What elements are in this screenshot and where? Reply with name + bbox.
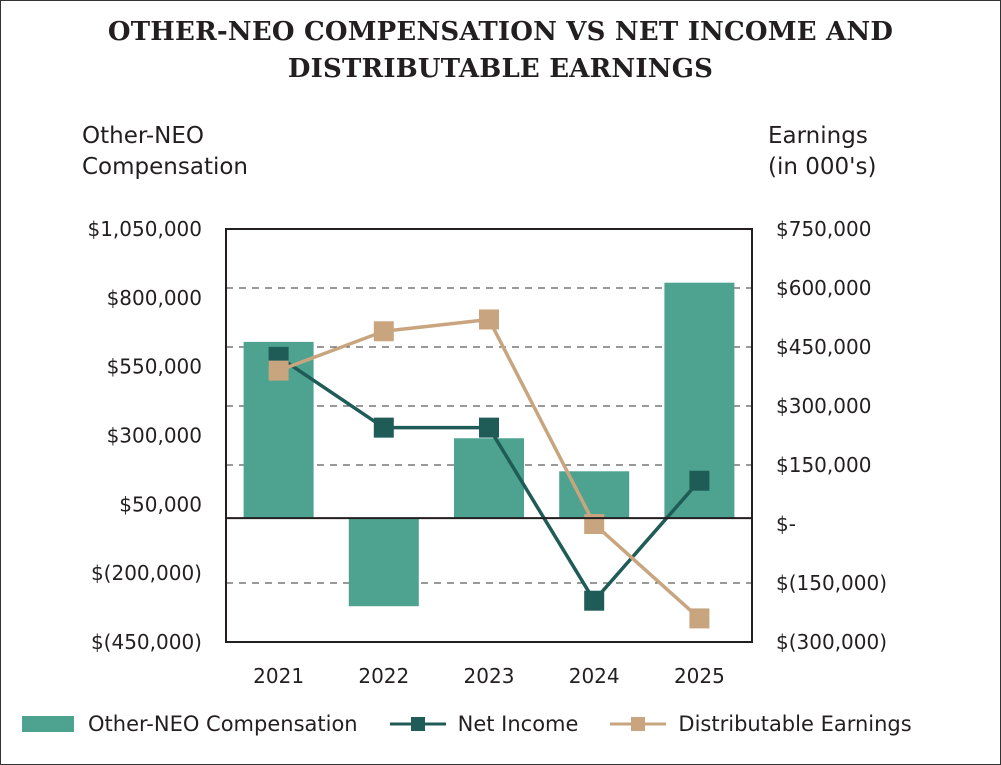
right-tick-label-5: $-: [776, 512, 796, 536]
chart-title-line-1: OTHER-NEO COMPENSATION VS NET INCOME AND: [107, 17, 894, 47]
point-net-income-2023: [479, 417, 499, 438]
plot-border: [225, 228, 753, 643]
legend-swatch-net-income: [389, 717, 446, 731]
right-axis-title: Earnings (in 000's): [768, 121, 876, 183]
right-tick-label-0: $750,000: [776, 217, 871, 241]
point-distributable-earnings-2021: [268, 360, 289, 381]
bar-compensation-2023: [454, 438, 524, 519]
legend-label-net-income: Net Income: [457, 712, 579, 736]
x-tick-label-2022: 2022: [358, 664, 409, 688]
left-tick-label-3: $300,000: [107, 424, 202, 448]
point-distributable-earnings-2025: [689, 608, 710, 629]
bar-series: [243, 282, 735, 607]
left-tick-label-1: $800,000: [107, 286, 202, 310]
left-axis-title-line-1: Other-NEO: [82, 123, 204, 149]
left-tick-label-2: $550,000: [107, 355, 202, 379]
right-axis-title-line-1: Earnings: [768, 123, 868, 149]
point-net-income-2022: [373, 417, 394, 438]
right-axis-title-line-2: (in 000's): [768, 154, 877, 180]
bar-compensation-2022: [348, 518, 419, 607]
right-tick-label-4: $150,000: [776, 453, 871, 477]
right-tick-label-6: $(150,000): [776, 571, 887, 595]
x-tick-label-2021: 2021: [253, 664, 304, 688]
point-net-income-2025: [689, 470, 710, 491]
point-distributable-earnings-2022: [373, 321, 394, 342]
legend-label-distributable-earnings: Distributable Earnings: [678, 712, 912, 736]
line-series: [268, 309, 710, 629]
left-tick-label-5: $(200,000): [91, 561, 202, 585]
right-tick-label-3: $300,000: [776, 394, 871, 418]
left-tick-label-4: $50,000: [119, 492, 202, 516]
left-tick-label-0: $1,050,000: [87, 217, 202, 241]
chart-title: OTHER-NEO COMPENSATION VS NET INCOME AND…: [0, 14, 1001, 88]
point-net-income-2024: [584, 590, 605, 611]
legend: Other-NEO Compensation Net Income Distri…: [22, 712, 944, 736]
tick-labels: $1,050,000 $800,000 $550,000 $300,000 $50,00…: [87, 217, 887, 688]
point-distributable-earnings-2024: [584, 514, 605, 534]
legend-item-compensation: Other-NEO Compensation: [22, 712, 358, 736]
x-tick-label-2024: 2024: [569, 664, 620, 688]
legend-item-distributable-earnings: Distributable Earnings: [610, 712, 912, 736]
point-distributable-earnings-2023: [479, 309, 499, 330]
right-tick-label-7: $(300,000): [776, 630, 887, 654]
legend-swatch-distributable-earnings: [610, 717, 667, 731]
legend-item-net-income: Net Income: [389, 712, 579, 736]
x-tick-label-2025: 2025: [674, 664, 725, 688]
left-tick-label-6: $(450,000): [91, 630, 202, 654]
right-tick-label-2: $450,000: [776, 335, 871, 359]
left-axis-title: Other-NEO Compensation: [82, 121, 248, 183]
x-tick-label-2023: 2023: [464, 664, 515, 688]
chart-title-line-2: DISTRIBUTABLE EARNINGS: [287, 54, 714, 84]
right-tick-label-1: $600,000: [776, 276, 871, 300]
legend-label-compensation: Other-NEO Compensation: [88, 712, 358, 736]
left-axis-title-line-2: Compensation: [82, 154, 248, 180]
legend-swatch-compensation: [22, 716, 74, 732]
axes: [225, 228, 753, 643]
